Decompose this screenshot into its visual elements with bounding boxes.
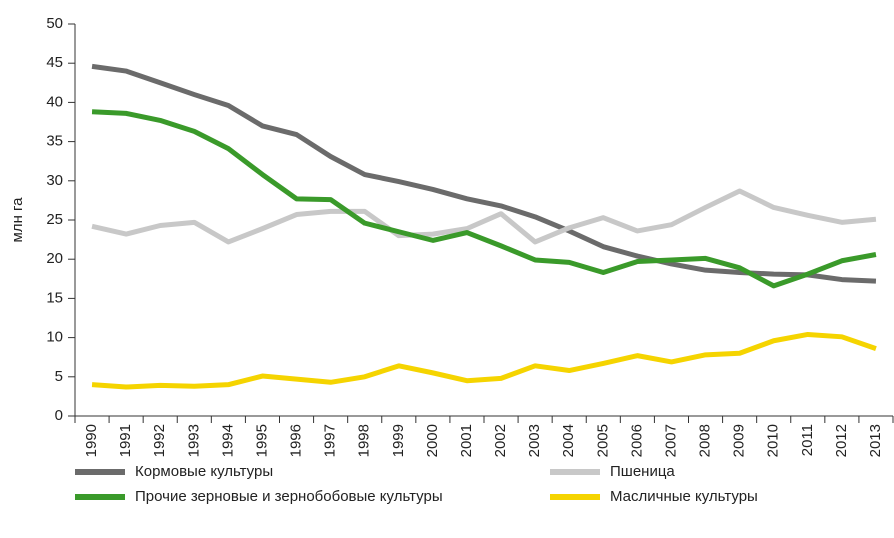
legend-label: Прочие зерновые и зернобобовые культуры — [135, 488, 443, 505]
y-tick-label: 10 — [46, 329, 63, 346]
x-tick-label: 2005 — [594, 424, 611, 457]
y-tick-label: 30 — [46, 172, 63, 189]
x-tick-label: 2013 — [867, 424, 884, 457]
data-line — [91, 109, 877, 289]
x-tick-label: 1999 — [390, 424, 407, 457]
x-tick-label: 1997 — [322, 424, 339, 457]
x-tick-label: 2001 — [458, 424, 475, 457]
x-tick-label: 2007 — [662, 424, 679, 457]
legend-label: Кормовые культуры — [135, 463, 273, 480]
x-tick-label: 2010 — [765, 424, 782, 457]
y-tick-label: 35 — [46, 133, 63, 150]
x-tick-label: 1994 — [219, 424, 236, 457]
y-tick-label: 50 — [46, 15, 63, 32]
y-tick-label: 40 — [46, 93, 63, 110]
x-tick-label: 2000 — [424, 424, 441, 457]
x-tick-label: 2006 — [628, 424, 645, 457]
y-tick-label: 0 — [55, 407, 63, 424]
x-tick-label: 2003 — [526, 424, 543, 457]
x-tick-label: 2004 — [560, 424, 577, 457]
x-tick-label: 1995 — [253, 424, 270, 457]
x-tick-label: 1996 — [288, 424, 305, 457]
y-tick-label: 45 — [46, 54, 63, 71]
data-line — [91, 188, 877, 245]
legend-label: Пшеница — [610, 463, 675, 480]
x-tick-label: 2002 — [492, 424, 509, 457]
y-tick-label: 15 — [46, 289, 63, 306]
x-tick-label: 2012 — [833, 424, 850, 457]
legend-label: Масличные культуры — [610, 488, 758, 505]
y-tick-label: 5 — [55, 368, 63, 385]
x-tick-label: 1991 — [117, 424, 134, 457]
x-tick-label: 1998 — [356, 424, 373, 457]
x-tick-label: 1990 — [83, 424, 100, 457]
x-tick-label: 2008 — [697, 424, 714, 457]
x-tick-label: 2009 — [731, 424, 748, 457]
x-tick-label: 1992 — [151, 424, 168, 457]
y-tick-label: 20 — [46, 250, 63, 267]
y-axis-label: млн га — [9, 197, 26, 243]
x-tick-label: 2011 — [799, 424, 816, 456]
data-line — [91, 63, 877, 284]
y-tick-label: 25 — [46, 211, 63, 228]
data-line — [91, 331, 877, 390]
x-tick-label: 1993 — [185, 424, 202, 457]
